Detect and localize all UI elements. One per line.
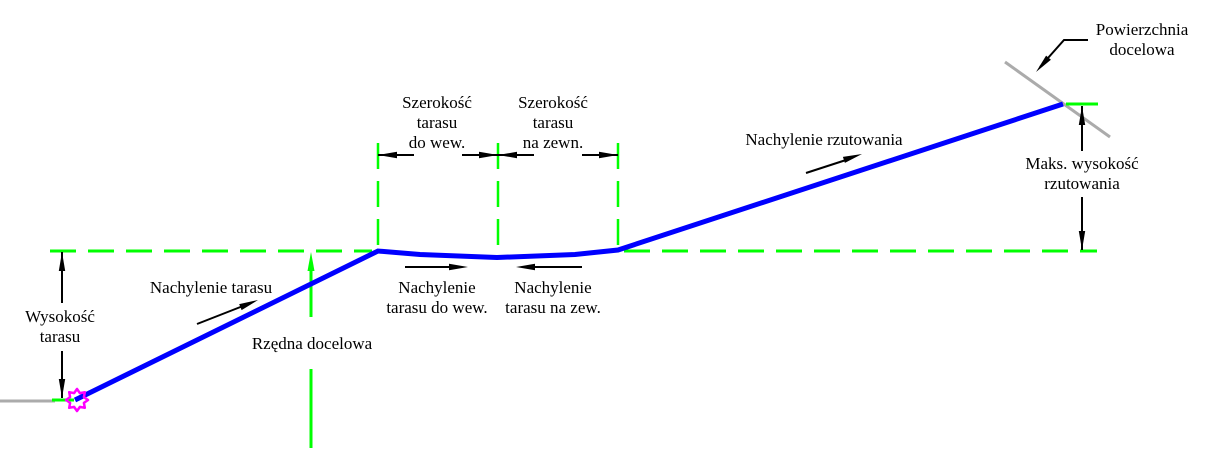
label-terrace-width-inner-line1: Szerokość xyxy=(402,93,472,112)
inner-slope-right-arrow-icon xyxy=(449,263,468,271)
label-terrace-slope-outer: Nachylenie tarasu na zew. xyxy=(505,278,601,318)
label-terrace-width-outer-line3: na zewn. xyxy=(522,133,584,152)
target-elevation-up-arrow-icon xyxy=(307,252,315,271)
label-terrace-slope-inner-line2: tarasu do wew. xyxy=(386,298,488,317)
label-target-surface-line1: Powierzchnia xyxy=(1095,20,1189,39)
label-max-projection-height-line1: Maks. wysokość xyxy=(1025,154,1139,173)
label-max-projection-height-line2: rzutowania xyxy=(1044,174,1120,193)
max-projection-height-up-arrow-icon xyxy=(1078,106,1086,125)
max-projection-height-down-arrow-icon xyxy=(1078,231,1086,250)
target-surface-leader-line xyxy=(1039,39,1088,68)
label-terrace-slope: Nachylenie tarasu xyxy=(149,278,273,297)
label-terrace-slope-inner-line1: Nachylenie xyxy=(398,278,476,297)
target-surface-line xyxy=(1004,60,1111,139)
grading-profile-line xyxy=(73,101,1064,403)
label-terrace-height: Wysokość tarasu xyxy=(25,307,95,347)
projection-slope-arrow-line xyxy=(805,159,847,174)
label-target-surface: Powierzchnia docelowa xyxy=(1096,20,1189,60)
label-projection-slope: Nachylenie rzutowania xyxy=(745,130,903,149)
label-target-elevation: Rzędna docelowa xyxy=(251,334,373,353)
label-terrace-width-outer: Szerokość tarasu na zewn. xyxy=(518,93,588,153)
label-terrace-width-inner: Szerokość tarasu do wew. xyxy=(402,93,472,153)
label-terrace-width-outer-line2: tarasu xyxy=(532,113,574,132)
terrace-height-up-arrow-icon xyxy=(58,252,66,271)
label-terrace-slope-outer-line1: Nachylenie xyxy=(514,278,592,297)
projection-slope-arrow-icon xyxy=(842,154,862,163)
label-terrace-width-inner-line3: do wew. xyxy=(408,133,466,152)
width-outer-left-arrow-icon xyxy=(498,151,517,159)
label-terrace-slope-inner: Nachylenie tarasu do wew. xyxy=(386,278,487,318)
width-inner-right-arrow-icon xyxy=(479,151,498,159)
label-terrace-height-line1: Wysokość xyxy=(25,307,95,326)
terrace-height-down-arrow-icon xyxy=(58,379,66,398)
label-target-surface-line2: docelowa xyxy=(1109,40,1175,59)
label-terrace-width-outer-line1: Szerokość xyxy=(518,93,588,112)
terrace-slope-arrow-line xyxy=(196,305,244,325)
width-outer-right-arrow-icon xyxy=(599,151,618,159)
label-terrace-height-line2: tarasu xyxy=(39,327,81,346)
label-terrace-slope-outer-line2: tarasu na zew. xyxy=(505,298,601,317)
terrace-slope-arrow-icon xyxy=(239,300,258,311)
target-surface-leader-arrow-icon xyxy=(1036,55,1051,72)
outer-slope-left-arrow-icon xyxy=(516,263,535,271)
label-terrace-width-inner-line2: tarasu xyxy=(416,113,458,132)
origin-grip-marker[interactable] xyxy=(64,387,90,413)
label-max-projection-height: Maks. wysokość rzutowania xyxy=(1025,154,1138,194)
width-inner-left-arrow-icon xyxy=(378,151,397,159)
